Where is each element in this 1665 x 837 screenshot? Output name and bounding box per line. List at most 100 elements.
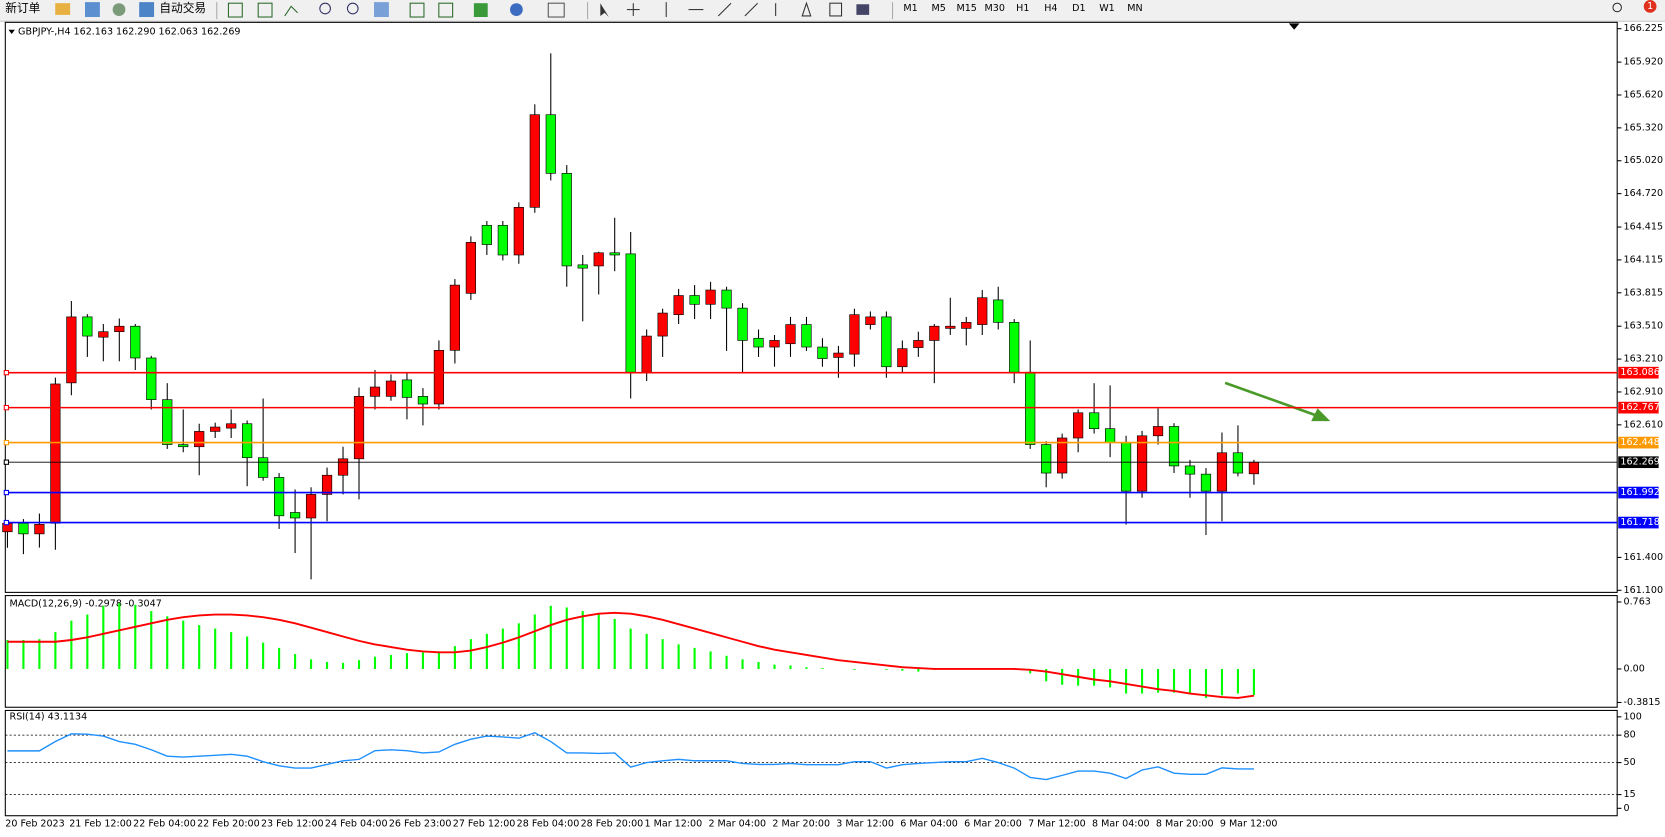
candle-body [657, 312, 668, 337]
candle-body [242, 423, 253, 459]
candle-body [1232, 452, 1244, 474]
candle-body [401, 379, 413, 398]
timeframe-button[interactable]: MN [1127, 3, 1142, 14]
candle-body [1136, 435, 1148, 492]
badge[interactable] [1643, 0, 1657, 13]
timeframe-button[interactable]: H4 [1044, 3, 1057, 14]
timeframe-button[interactable]: M15 [957, 3, 977, 14]
icon[interactable] [438, 2, 454, 18]
x-tick-label: 2 Mar 04:00 [708, 819, 766, 830]
icon[interactable] [717, 2, 732, 17]
y-tick-label: 165.020 [1624, 155, 1663, 166]
y-tick-label: 80 [1624, 730, 1636, 741]
y-tick-label: 15 [1624, 789, 1636, 800]
x-tick-label: 23 Feb 12:00 [261, 819, 324, 830]
icon[interactable] [227, 2, 243, 18]
icon[interactable] [510, 3, 523, 16]
candle-body [274, 477, 285, 517]
timeframe-button[interactable]: M1 [903, 3, 917, 14]
icon[interactable] [829, 2, 843, 17]
candle-body [721, 289, 732, 309]
candle-body [353, 396, 365, 460]
candle-body [1248, 461, 1260, 475]
candle-body [385, 380, 397, 397]
candle-body [449, 284, 460, 351]
rsi-pane [4, 709, 1618, 817]
x-tick-label: 6 Mar 04:00 [900, 819, 958, 830]
candle-body [609, 252, 620, 256]
macd-pane [4, 595, 1618, 708]
level-label: 162.448 [1620, 437, 1659, 448]
macd-title: MACD(12,26,9) -0.2978 -0.3047 [10, 599, 162, 610]
y-tick-label: 164.115 [1624, 254, 1663, 265]
title-marker [8, 29, 15, 35]
x-tick-label: 26 Feb 23:00 [389, 819, 452, 830]
timeframe-button[interactable]: H1 [1016, 3, 1029, 14]
icon[interactable] [112, 3, 126, 16]
icon[interactable] [139, 2, 155, 18]
x-tick-label: 6 Mar 20:00 [964, 819, 1022, 830]
candle-body [513, 206, 524, 256]
level-label-box [1618, 516, 1659, 529]
icon[interactable] [284, 5, 298, 17]
candle-body [1152, 426, 1164, 437]
icon[interactable] [319, 2, 331, 15]
icon[interactable] [346, 2, 359, 15]
level-label-box [1618, 401, 1659, 414]
icon[interactable] [257, 2, 273, 18]
y-tick-label: 0.00 [1624, 663, 1645, 674]
x-tick-label: 21 Feb 12:00 [69, 819, 132, 830]
candle-body [258, 457, 269, 478]
level-label: 162.269 [1620, 457, 1659, 468]
candle-body [178, 444, 189, 448]
timeframe-button[interactable]: M5 [931, 3, 945, 14]
candle-body [545, 114, 556, 174]
search-icon[interactable] [1612, 2, 1622, 13]
x-tick-label: 8 Mar 20:00 [1156, 819, 1214, 830]
candle-body [913, 340, 924, 348]
icon[interactable] [473, 3, 488, 18]
badge-count: 1 [1647, 1, 1653, 12]
y-tick-label: 163.815 [1624, 287, 1663, 298]
chart-shift-marker [1288, 23, 1300, 30]
timeframe-button[interactable]: W1 [1099, 3, 1115, 14]
candle-body [497, 225, 508, 256]
candle-body [465, 242, 476, 294]
candle-body [1089, 412, 1100, 429]
new-order-button[interactable]: 新订单 [5, 1, 40, 15]
candle-body [977, 297, 988, 325]
y-tick-label: 0 [1624, 803, 1630, 814]
candle-body [961, 322, 972, 329]
level-handle [3, 404, 10, 411]
icon[interactable] [547, 2, 565, 18]
candle-body [1073, 412, 1084, 439]
icon[interactable] [856, 4, 870, 15]
icon[interactable] [600, 3, 609, 18]
candle-body [369, 386, 381, 397]
auto-trading-button[interactable]: 自动交易 [159, 1, 206, 15]
x-tick-label: 7 Mar 12:00 [1028, 819, 1086, 830]
timeframe-button[interactable]: D1 [1072, 3, 1085, 14]
candle-body [1057, 437, 1068, 474]
icon[interactable] [55, 3, 71, 15]
y-tick-label: 165.620 [1624, 89, 1663, 100]
icon[interactable] [801, 1, 812, 17]
icon[interactable] [374, 2, 389, 18]
timeframe-button[interactable]: M30 [985, 3, 1005, 14]
candle-body [1120, 442, 1132, 492]
level-handle [3, 489, 10, 496]
icon[interactable] [409, 2, 425, 18]
icon[interactable] [744, 2, 758, 17]
candle-body [737, 307, 748, 341]
candle-body [98, 331, 109, 338]
candle-body [577, 264, 588, 269]
candle-body [146, 357, 157, 400]
x-tick-label: 2 Mar 20:00 [772, 819, 830, 830]
level-label-box [1618, 486, 1659, 499]
x-tick-label: 22 Feb 04:00 [133, 819, 196, 830]
icon[interactable] [85, 2, 100, 18]
y-tick-label: 166.225 [1624, 23, 1663, 34]
candle-body [1216, 452, 1228, 492]
x-tick-label: 28 Feb 20:00 [581, 819, 644, 830]
y-tick-label: 162.610 [1624, 419, 1663, 430]
